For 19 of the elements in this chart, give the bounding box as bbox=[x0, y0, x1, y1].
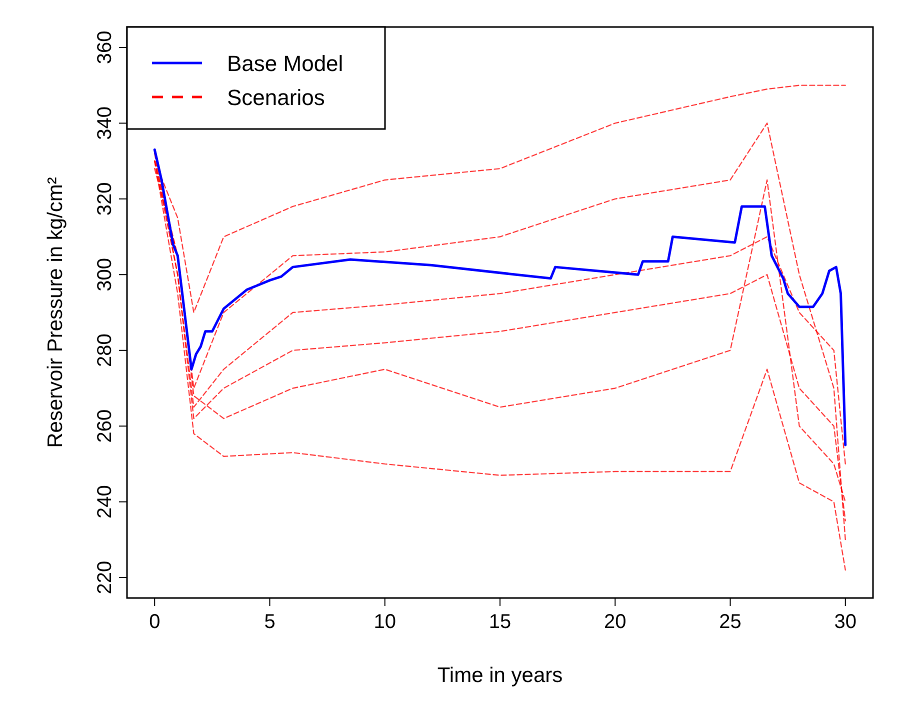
y-axis-title: Reservoir Pressure in kg/cm² bbox=[44, 177, 67, 448]
x-tick-label: 0 bbox=[149, 611, 160, 633]
legend-label: Base Model bbox=[227, 51, 344, 76]
legend-label: Scenarios bbox=[227, 85, 325, 110]
y-tick-label: 320 bbox=[94, 182, 116, 216]
x-tick-label: 15 bbox=[488, 611, 512, 633]
x-tick-label: 25 bbox=[719, 611, 742, 633]
y-tick-label: 300 bbox=[94, 258, 116, 292]
y-tick-label: 360 bbox=[94, 30, 116, 64]
x-axis-title: Time in years bbox=[437, 664, 563, 687]
y-tick-label: 280 bbox=[94, 334, 116, 368]
x-tick-label: 5 bbox=[264, 611, 276, 633]
x-tick-label: 10 bbox=[374, 611, 396, 633]
x-tick-label: 30 bbox=[834, 611, 856, 633]
y-tick-label: 220 bbox=[94, 560, 116, 594]
y-tick-label: 260 bbox=[94, 409, 116, 443]
y-tick-label: 240 bbox=[94, 485, 116, 519]
y-tick-label: 340 bbox=[94, 106, 116, 140]
x-tick-label: 20 bbox=[604, 611, 626, 633]
